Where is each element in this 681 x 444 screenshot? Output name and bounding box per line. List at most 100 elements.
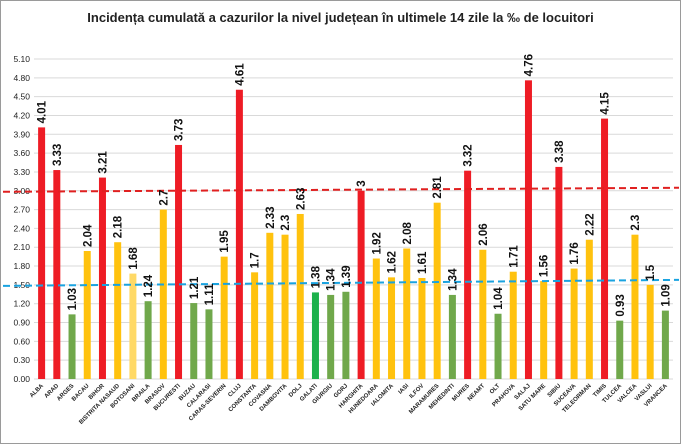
bar-valcea: [631, 234, 639, 379]
data-label: 2.63: [295, 188, 307, 210]
data-label: 1.95: [219, 230, 231, 253]
y-tick-label: 0.90: [13, 318, 30, 328]
data-label: 1.03: [67, 288, 79, 310]
data-label: 1.11: [204, 283, 216, 305]
data-label: 4.61: [234, 63, 246, 86]
data-label: 1.61: [417, 251, 429, 274]
data-label: 1.24: [143, 274, 155, 297]
y-tick-label: 3.30: [13, 167, 30, 177]
y-tick-label: 3.00: [13, 186, 30, 196]
category-label: ALBA: [29, 383, 45, 399]
bar-arges: [68, 314, 76, 379]
data-label: 3.32: [463, 144, 475, 166]
bar-cluj: [235, 89, 243, 380]
data-label: 1.7: [250, 252, 262, 268]
bar-hunedoara: [372, 258, 380, 379]
category-label: NEAMT: [467, 383, 487, 403]
bar-maramures: [433, 202, 441, 379]
bar-teleorman: [585, 239, 593, 379]
bar-mures: [464, 170, 472, 379]
bar-caras-severin: [220, 256, 228, 379]
data-label: 4.01: [37, 100, 49, 123]
data-label: 1.76: [569, 242, 581, 264]
data-label: 1.62: [387, 251, 399, 273]
bar-botosani: [129, 273, 137, 379]
bar-harghita: [357, 190, 365, 379]
data-label: 1.38: [310, 265, 322, 288]
data-label: 1.71: [508, 245, 520, 268]
bar-dolj: [296, 213, 304, 379]
data-label: 2.3: [630, 215, 642, 231]
bar-vaslui: [646, 284, 654, 379]
y-tick-label: 2.10: [13, 242, 30, 252]
data-label: 2.22: [584, 213, 596, 235]
bar-bistrita-nasaud: [114, 242, 122, 379]
y-tick-label: 1.20: [13, 299, 30, 309]
category-label: DAMBOVITA: [259, 383, 289, 413]
y-tick-label: 2.70: [13, 205, 30, 215]
y-tick-label: 5.10: [13, 54, 30, 64]
data-label: 1.5: [645, 264, 657, 281]
data-label: 2.33: [265, 206, 277, 228]
data-label: 2.3: [280, 215, 292, 231]
category-label: OLT: [489, 383, 502, 396]
data-label: 2.06: [478, 223, 490, 245]
bar-suceava: [570, 268, 578, 379]
gridlines: [34, 58, 673, 380]
bar-ilfov: [418, 277, 426, 379]
data-label: 1.92: [371, 232, 383, 254]
bar-galati: [311, 292, 319, 379]
data-label: 1.21: [189, 276, 201, 299]
bar-constanta: [251, 272, 259, 379]
data-label: 1.34: [326, 268, 338, 291]
data-label: 4.76: [523, 54, 535, 76]
y-tick-label: 2.40: [13, 223, 30, 233]
bars: [38, 80, 669, 380]
bar-tulcea: [616, 320, 624, 379]
data-label: 0.93: [615, 294, 627, 316]
bar-braila: [144, 301, 152, 379]
bar-mehedinti: [448, 294, 456, 379]
bar-salaj: [524, 80, 532, 379]
bar-vrancea: [661, 310, 669, 379]
y-tick-label: 1.80: [13, 261, 30, 271]
reference-line-1-5: [2, 278, 680, 287]
bar-giurgiu: [327, 294, 335, 379]
category-label: TELEORMAN: [562, 383, 593, 414]
bar-dambovita: [281, 234, 289, 379]
data-label: 3: [356, 180, 368, 186]
data-label: 3.21: [97, 151, 109, 174]
data-label: 1.39: [341, 265, 353, 287]
reference-line-3: [2, 186, 680, 193]
bar-neamt: [479, 249, 487, 379]
bar-sibiu: [555, 166, 563, 379]
bar-covasna: [266, 232, 274, 379]
bar-buzau: [190, 303, 198, 379]
data-label: 2.81: [432, 176, 444, 199]
bar-alba: [38, 127, 46, 380]
category-label: IASI: [398, 383, 411, 396]
y-tick-label: 1.50: [13, 280, 30, 290]
bar-bucuresti: [175, 144, 183, 379]
bar-calarasi: [205, 309, 213, 379]
data-label: 2.04: [82, 224, 94, 247]
y-tick-label: 0.60: [13, 336, 30, 346]
y-tick-label: 4.80: [13, 73, 30, 83]
y-axis: 0.00 0.30 0.60 0.90 1.20 1.50 1.80 2.10 2.40 2.70…: [13, 54, 30, 384]
bar-brasov: [159, 209, 167, 379]
y-tick-label: 3.90: [13, 129, 30, 139]
y-tick-label: 0.30: [13, 355, 30, 365]
chart-title: Incidența cumulată a cazurilor la nivel …: [87, 10, 594, 25]
data-label: 1.68: [128, 247, 140, 270]
bar-prahova: [509, 271, 517, 379]
data-label: 4.15: [600, 92, 612, 115]
bar-ialomita: [388, 277, 396, 379]
data-label: 1.34: [447, 268, 459, 291]
bar-satu-mare: [540, 281, 548, 379]
bar-bihor: [98, 177, 106, 379]
value-labels: 4.01 3.33 1.03 2.04 3.21 2.181.681.24 2.7 3.73 1…: [37, 54, 673, 317]
bar-arad: [53, 170, 61, 379]
